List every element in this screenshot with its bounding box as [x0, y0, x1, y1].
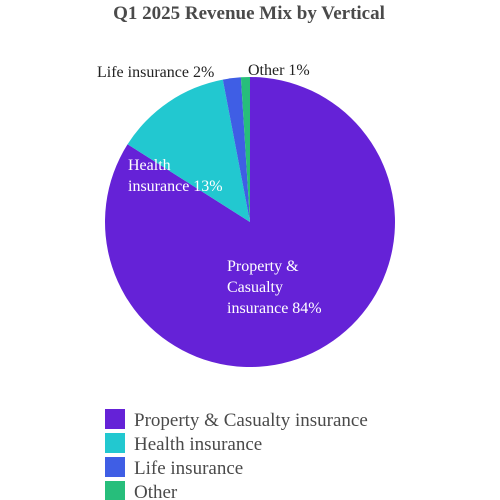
slice-labels: Property & Casualty insurance 84% Health ins… — [97, 62, 322, 317]
pie-slice-2[interactable] — [127, 79, 250, 222]
legend-label-3[interactable]: Life insurance — [134, 458, 243, 479]
legend-swatch-2[interactable] — [105, 433, 125, 453]
pie-slice-4[interactable] — [240, 77, 250, 222]
pie-slice-1[interactable] — [105, 77, 396, 367]
pie-slice-3[interactable] — [222, 77, 250, 222]
legend-label-2[interactable]: Health insurance — [134, 434, 262, 455]
legend-swatch-3[interactable] — [105, 457, 125, 477]
chart-title: Q1 2025 Revenue Mix by Vertical — [113, 3, 385, 24]
legend-label-4[interactable]: Other — [134, 482, 178, 500]
legend-label-1[interactable]: Property & Casualty insurance — [134, 410, 368, 431]
slice-label-4: Other 1% — [248, 62, 310, 79]
legend-swatch-4[interactable] — [105, 481, 125, 500]
slice-label-1: Property & Casualty insurance 84% — [227, 258, 322, 317]
slice-label-2: Health insurance 13% — [128, 157, 223, 195]
legend-swatch-1[interactable] — [105, 409, 125, 429]
pie-slices — [105, 77, 396, 367]
slice-label-3: Life insurance 2% — [97, 64, 214, 81]
legend: Property & Casualty insurance Health insu… — [105, 409, 368, 500]
